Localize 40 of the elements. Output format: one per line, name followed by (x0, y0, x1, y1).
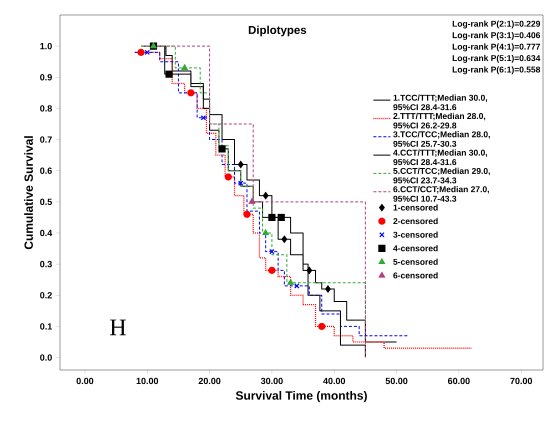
legend-label: 6-censored (393, 272, 438, 278)
annotation: Log-rank P(5:1)=0.634 (452, 54, 540, 63)
y-tick-label: 0.4 (40, 230, 52, 236)
legend-label: 1-censored (394, 204, 438, 211)
legend-label: 4-censored (393, 245, 438, 252)
legend-label: 4.CCT/TTT;Median 30.0, 95%CI 28.4-31.6 (393, 149, 488, 166)
annotation: Log-rank P(3:1)=0.406 (452, 32, 540, 40)
x-tick-label: 70.00 (510, 378, 532, 384)
x-axis-title: Survival Time (months) (236, 390, 367, 402)
legend-label: 2-censored (393, 218, 438, 224)
y-tick-label: 1.0 (40, 42, 52, 50)
legend-label: 3.TCC/TCC;Median 28.0, 95%CI 25.7-30.3 (393, 131, 490, 147)
x-tick-label: 50.00 (386, 378, 408, 384)
y-tick-label: 0.8 (40, 105, 52, 112)
y-axis-title: Cumulative Survival (24, 136, 33, 250)
y-tick-label: 0.2 (40, 292, 52, 298)
y-tick-label: 0.0 (40, 354, 52, 361)
y-tick-label: 0.5 (40, 198, 52, 206)
x-tick-label: 0.00 (76, 378, 94, 384)
x-tick-label: 20.00 (198, 378, 220, 384)
annotation: Log-rank P(4:1)=0.777 (452, 43, 540, 52)
legend-label: 1.TCC/TTT;Median 30.0, 95%CI 28.4-31.6 (393, 94, 488, 110)
annotation: H (110, 320, 126, 336)
annotation: Log-rank P(6:1)=0.558 (452, 66, 540, 74)
y-tick-label: 0.1 (40, 323, 52, 330)
x-tick-label: 30.00 (260, 378, 283, 384)
y-tick-label: 0.7 (40, 136, 52, 143)
text: Diplotypes (248, 26, 306, 36)
y-tick-label: 0.3 (40, 260, 52, 268)
legend-label: 5.CCT/TCC;Median 29.0, 95%CI 23.7-34.3 (393, 168, 490, 184)
legend-label: 3-censored (393, 231, 438, 238)
y-tick-label: 0.9 (40, 74, 52, 80)
x-tick-label: 60.00 (448, 378, 470, 384)
legend-label: 5-censored (393, 258, 438, 265)
legend-label: 2.TTT/TTT;Median 28.0, 95%CI 26.2-29.8 (393, 112, 486, 128)
x-tick-label: 40.00 (323, 378, 346, 384)
annotation: Log-rank P(2:1)=0.229 (452, 20, 540, 28)
legend-label: 6.CCT/CCT;Median 27.0, 95%CI 10.7-43.3 (393, 186, 489, 202)
y-tick-label: 0.6 (40, 168, 52, 174)
x-tick-label: 10.00 (136, 378, 158, 384)
